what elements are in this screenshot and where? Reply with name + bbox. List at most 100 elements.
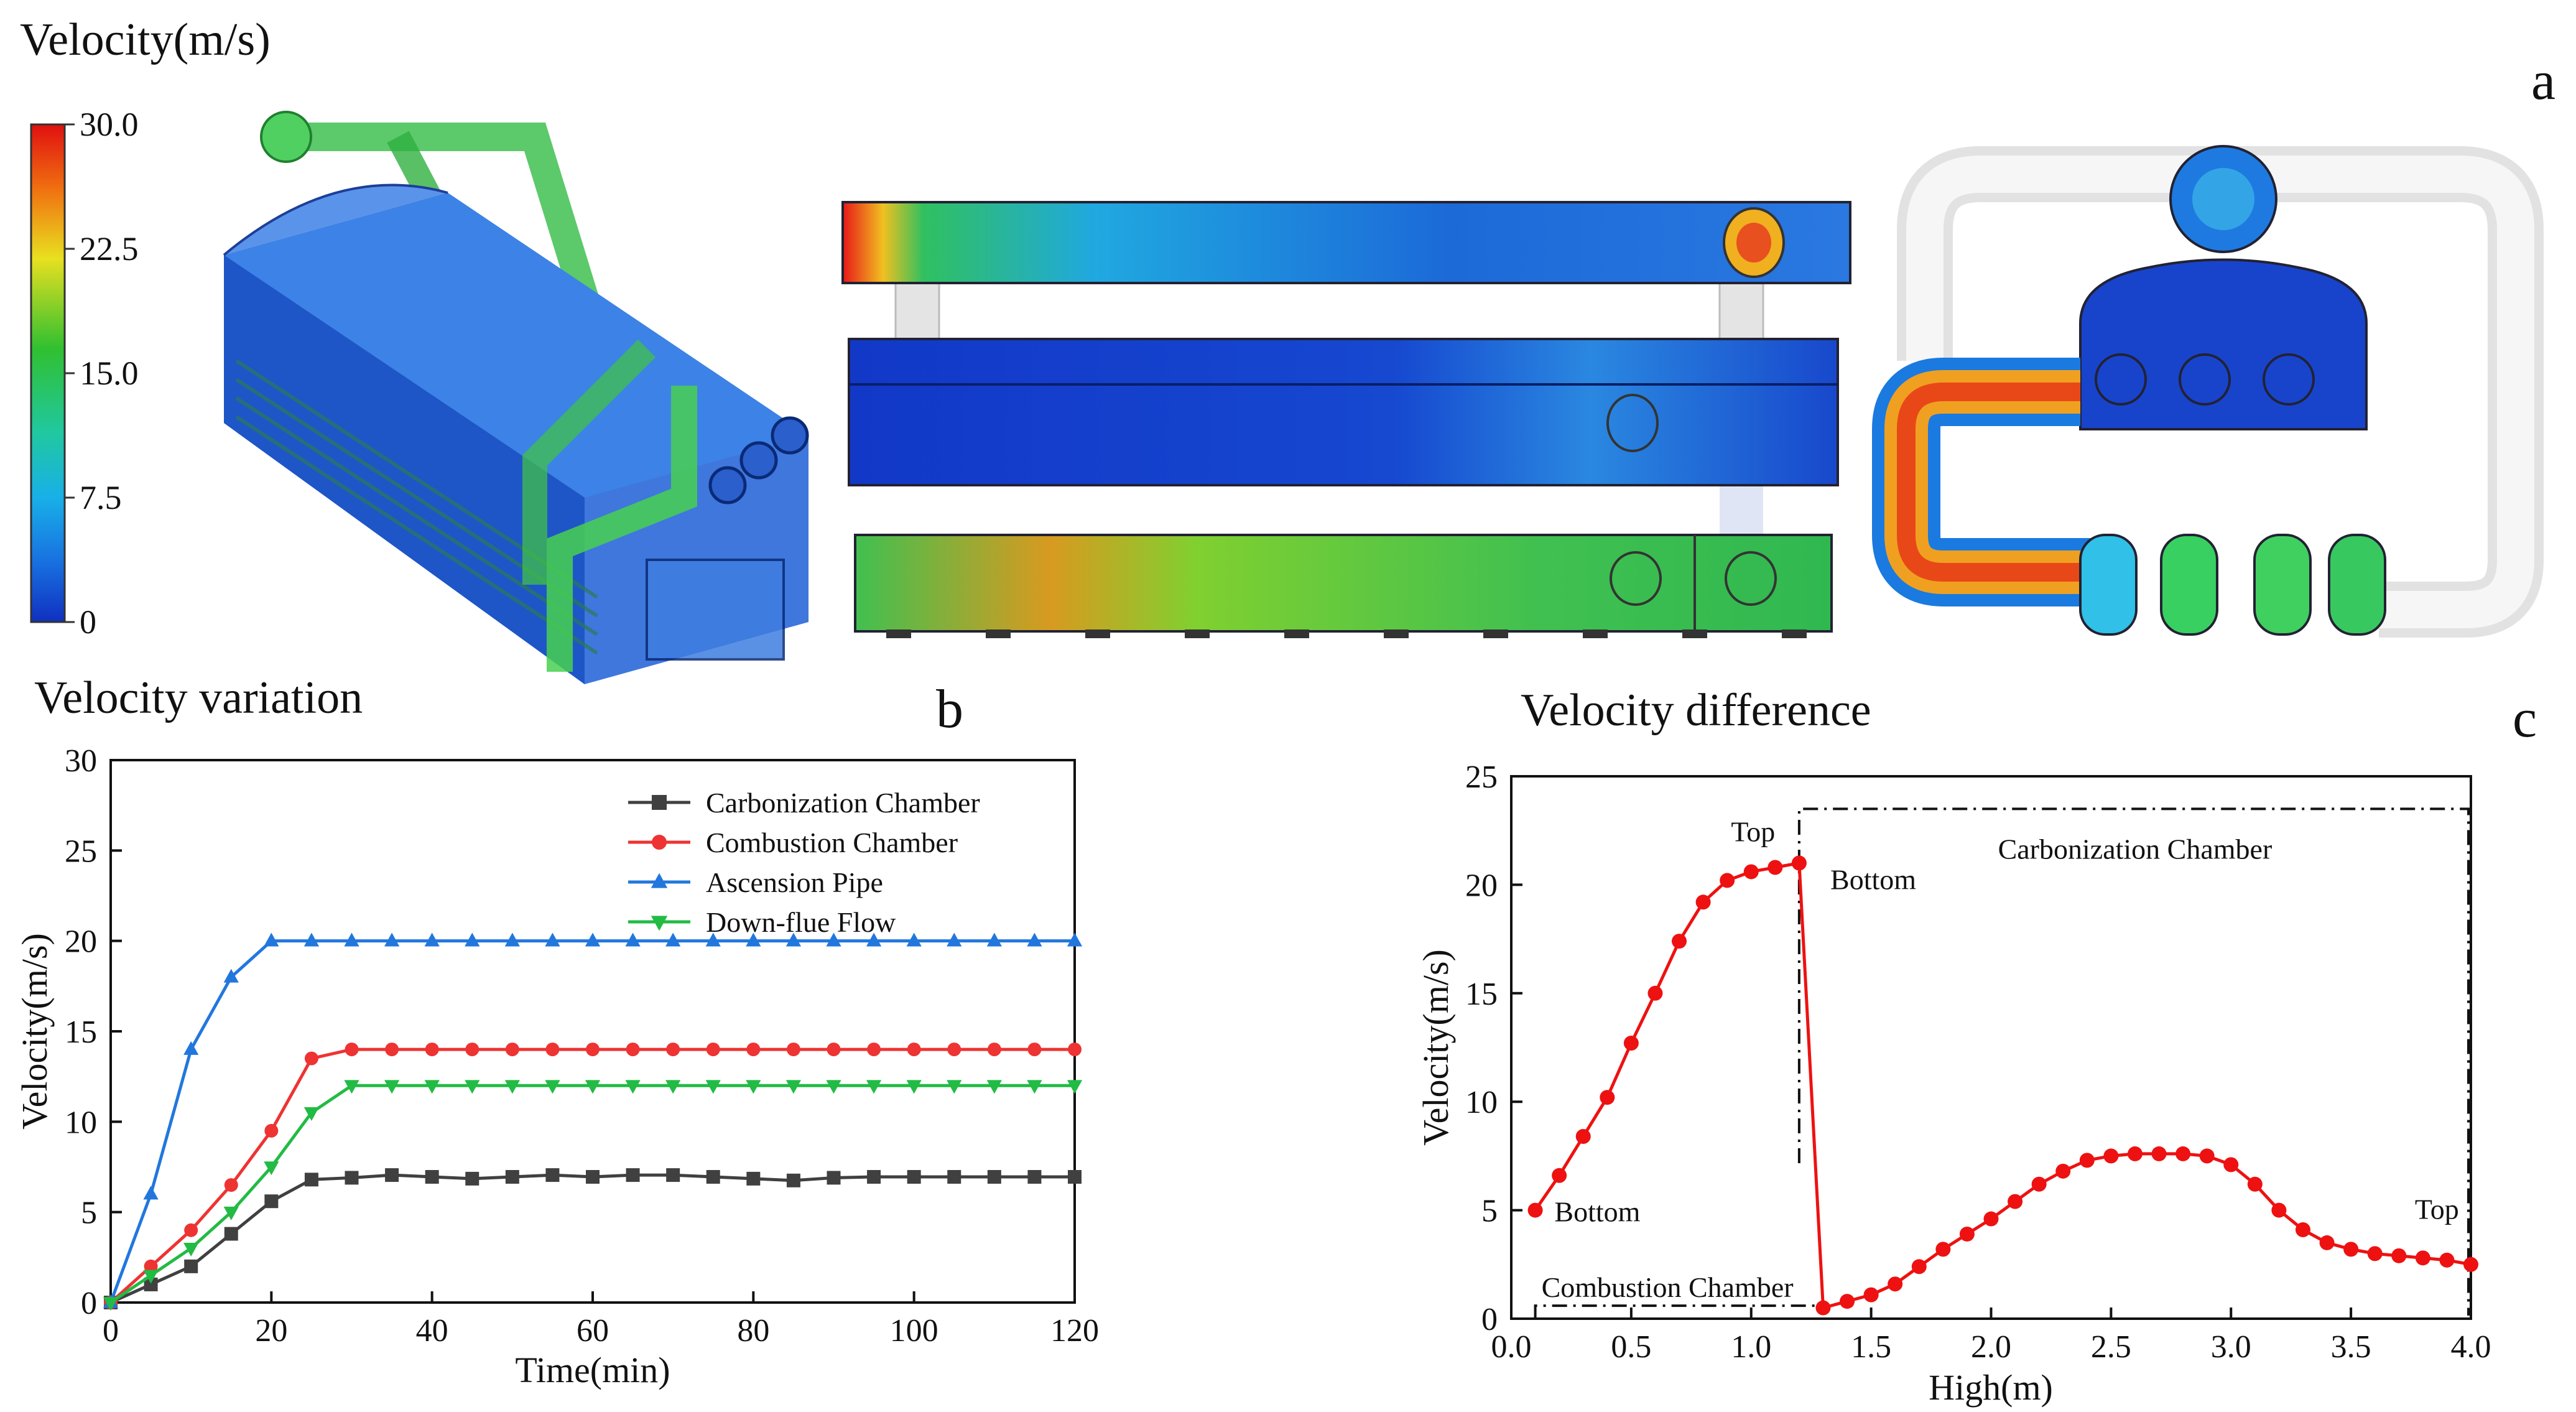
x-tick-label: 20 [255,1313,287,1349]
data-point-down-flue-flow [264,1161,279,1176]
data-point-velocity [2391,1248,2407,1263]
data-point-down-flue-flow [947,1080,962,1094]
data-point-ascension-pipe [947,932,962,947]
colorbar-tick-label: 15.0 [80,355,139,392]
data-point-carbonization-chamber [144,1277,158,1291]
data-point-velocity [2463,1256,2478,1272]
y-tick-label: 15 [1465,977,1498,1012]
data-point-down-flue-flow [785,1080,802,1094]
x-tick-label: 100 [890,1313,938,1349]
data-point-ascension-pipe [785,932,802,947]
velocity-variation-chart: 0 20 40 60 80 100 120 0 5 10 15 20 25 30 Time(min) Ve… [14,743,1099,1390]
data-point-velocity [1983,1211,1999,1227]
data-point-ascension-pipe [665,932,681,947]
data-point-combustion-chamber [586,1043,600,1057]
data-point-velocity [1552,1168,1567,1183]
data-point-combustion-chamber [184,1223,198,1237]
colorbar-tick-label: 0 [80,603,96,641]
data-point-velocity [1863,1287,1879,1303]
data-point-velocity [2247,1176,2263,1192]
data-point-combustion-chamber [746,1043,761,1057]
data-point-carbonization-chamber [224,1227,238,1241]
data-point-ascension-pipe [746,932,761,947]
carbonization-chamber-label: Carbonization Chamber [1998,833,2273,865]
colorbar-tick-label: 22.5 [80,230,139,267]
data-point-velocity [1888,1276,1903,1292]
data-point-ascension-pipe [143,1186,159,1200]
data-point-ascension-pipe [866,932,882,947]
data-point-ascension-pipe [465,932,480,947]
data-point-velocity [2415,1250,2430,1266]
data-point-velocity [2079,1153,2095,1168]
legend-label: Down-flue Flow [706,906,896,938]
data-point-carbonization-chamber [947,1169,961,1184]
y-tick-label: 30 [65,743,97,779]
data-point-ascension-pipe [826,932,841,947]
x-tick-label: 120 [1050,1313,1099,1349]
data-point-combustion-chamber [505,1043,519,1057]
data-point-down-flue-flow [665,1080,681,1094]
data-point-combustion-chamber [465,1043,480,1057]
data-point-down-flue-flow [504,1080,520,1094]
chart-b-xlabel: Time(min) [515,1350,670,1390]
annotation-label: Top [2415,1194,2459,1225]
velocity-cross-sections [841,201,1851,638]
data-point-velocity [2295,1222,2310,1237]
y-tick-label: 15 [65,1015,97,1050]
oven-3d-model [223,111,809,684]
data-point-carbonization-chamber [867,1169,881,1184]
data-point-velocity [2175,1146,2191,1161]
data-point-combustion-chamber [545,1043,560,1057]
data-point-velocity [2127,1146,2143,1161]
data-point-velocity [1743,864,1759,880]
data-point-combustion-chamber [987,1043,1001,1057]
x-tick-label: 2.0 [1971,1329,2011,1365]
combustion-chamber-label: Combustion Chamber [1542,1271,1794,1303]
data-point-carbonization-chamber [385,1168,399,1182]
data-point-velocity [1672,934,1687,949]
data-point-combustion-chamber [666,1043,680,1057]
data-point-velocity [2367,1246,2383,1261]
data-point-down-flue-flow [103,1297,119,1311]
colorbar-tick-label: 30.0 [80,106,139,143]
legend-label: Combustion Chamber [706,827,958,858]
data-point-velocity [1647,985,1663,1001]
data-point-ascension-pipe [504,932,520,947]
data-point-combustion-chamber [304,1051,318,1066]
data-point-carbonization-chamber [786,1173,800,1187]
data-point-down-flue-flow [465,1080,480,1094]
data-point-velocity [1959,1226,1975,1242]
data-point-ascension-pipe [424,932,440,947]
data-point-velocity [1695,894,1711,910]
data-point-carbonization-chamber [827,1171,841,1185]
data-point-velocity [2223,1157,2239,1173]
y-tick-label: 0 [81,1286,97,1321]
data-point-ascension-pipe [906,932,922,947]
carbonization-chamber-region [1797,807,2470,1316]
data-point-carbonization-chamber [1027,1169,1042,1184]
data-point-carbonization-chamber [746,1171,761,1186]
data-point-down-flue-flow [746,1080,761,1094]
y-tick-label: 5 [81,1196,97,1231]
legend-marker [652,795,667,810]
chart-b-title: Velocity variation [34,672,363,723]
data-point-carbonization-chamber [907,1169,921,1184]
data-point-carbonization-chamber [505,1169,519,1184]
y-tick-label: 10 [1465,1085,1498,1120]
data-point-ascension-pipe [705,932,721,947]
data-point-velocity [2008,1194,2023,1209]
data-point-carbonization-chamber [264,1194,279,1209]
data-point-velocity [1911,1259,1927,1275]
data-point-carbonization-chamber [545,1168,560,1182]
data-point-velocity [1600,1090,1615,1105]
data-point-ascension-pipe [183,1041,199,1055]
data-point-velocity [1840,1294,1855,1309]
data-point-down-flue-flow [183,1243,199,1256]
y-tick-label: 20 [1465,868,1498,903]
colorbar: 30.0 22.5 15.0 7.5 0 [30,106,139,641]
data-point-down-flue-flow [384,1080,400,1094]
panel-b-label: b [936,679,963,740]
annotation-label: Bottom [1554,1196,1640,1228]
colorbar-title: Velocity(m/s) [20,14,271,65]
